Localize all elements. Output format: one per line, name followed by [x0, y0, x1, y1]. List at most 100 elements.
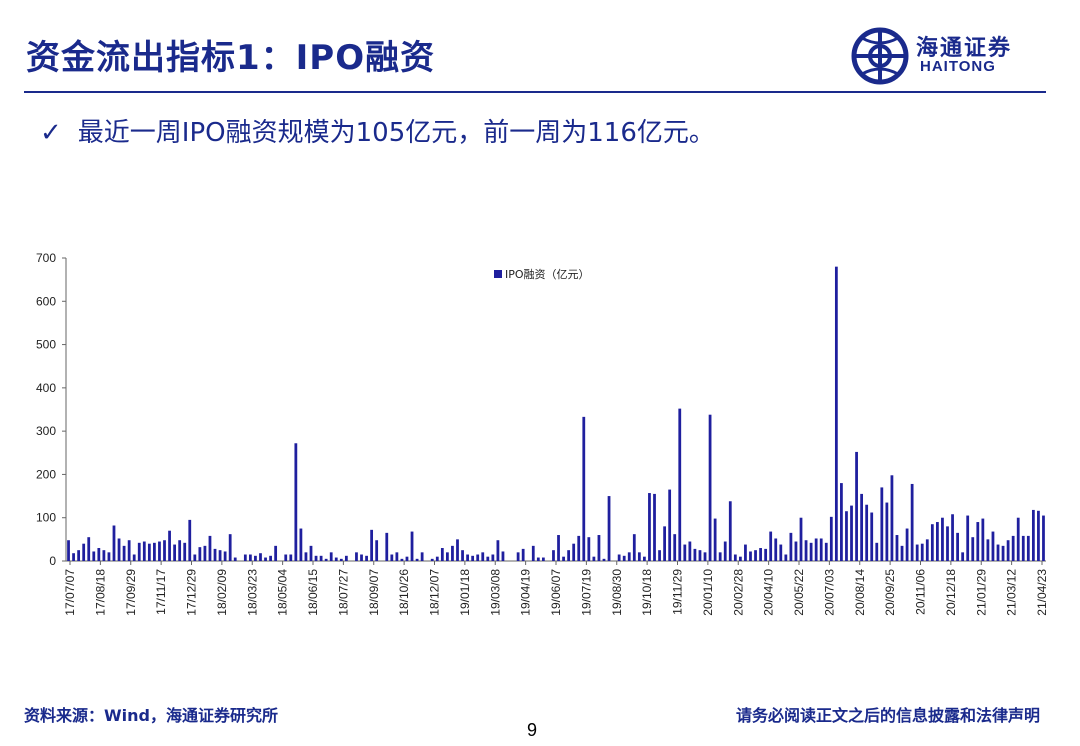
- bar: [703, 552, 707, 561]
- bar: [501, 551, 505, 561]
- bar: [223, 551, 227, 561]
- x-tick-label: 21/01/29: [974, 569, 988, 616]
- bar: [920, 543, 924, 561]
- bar: [713, 518, 717, 561]
- bar: [577, 535, 581, 561]
- bar: [365, 555, 368, 561]
- bar: [415, 558, 419, 561]
- bar: [536, 557, 540, 561]
- bar: [819, 538, 823, 561]
- bar: [183, 542, 187, 561]
- x-tick-label: 19/10/18: [640, 569, 654, 616]
- x-tick-label: 18/12/07: [428, 569, 442, 616]
- bar: [102, 550, 106, 561]
- bar: [451, 545, 454, 561]
- bar: [860, 493, 864, 561]
- bar: [784, 554, 788, 561]
- bar: [910, 483, 914, 561]
- bar: [158, 541, 161, 561]
- bar: [264, 557, 267, 561]
- bar: [370, 529, 374, 561]
- x-tick-label: 19/04/19: [519, 569, 533, 616]
- bar: [218, 550, 222, 561]
- bar: [991, 531, 995, 561]
- bar: [355, 552, 358, 561]
- bar: [824, 542, 828, 561]
- x-tick-label: 20/12/18: [944, 569, 958, 616]
- bar: [127, 540, 131, 561]
- disclaimer-note: 请务必阅读正文之后的信息披露和法律声明: [735, 706, 1040, 725]
- bar: [779, 544, 783, 561]
- bar: [67, 540, 70, 561]
- bar: [925, 539, 929, 561]
- bar: [1042, 515, 1045, 561]
- bar: [905, 528, 909, 561]
- x-tick-label: 17/09/29: [124, 569, 138, 616]
- bar: [193, 554, 197, 561]
- bar: [344, 555, 348, 561]
- x-tick-label: 19/11/29: [671, 569, 685, 615]
- x-tick-label: 19/06/07: [549, 569, 563, 616]
- bar: [274, 545, 278, 561]
- bar: [764, 548, 768, 561]
- bar: [208, 535, 212, 561]
- bar: [855, 451, 858, 561]
- bar: [248, 554, 252, 561]
- bar: [541, 557, 545, 561]
- bar: [481, 552, 485, 561]
- logo-chinese-name: 海通证券: [916, 35, 1013, 61]
- x-tick-label: 19/01/18: [458, 569, 472, 616]
- x-tick-label: 20/05/22: [792, 569, 806, 616]
- bar: [147, 543, 151, 561]
- bar: [895, 535, 899, 561]
- x-tick-label: 17/12/29: [185, 569, 199, 616]
- page-number: 9: [527, 720, 538, 740]
- bar: [430, 558, 434, 561]
- summary-text: 最近一周IPO融资规模为105亿元，前一周为116亿元。: [77, 118, 715, 148]
- bar: [981, 518, 985, 561]
- bar: [339, 558, 343, 561]
- bar: [804, 540, 808, 561]
- legend-swatch: [494, 270, 502, 278]
- checkmark-icon: ✓: [40, 118, 62, 148]
- bar: [1026, 535, 1030, 561]
- bar: [956, 532, 959, 561]
- x-tick-label: 18/06/15: [306, 569, 320, 616]
- bar: [658, 550, 661, 561]
- bar: [304, 552, 308, 561]
- x-tick-label: 20/04/10: [762, 569, 776, 616]
- bar: [627, 552, 631, 561]
- bar: [375, 540, 379, 561]
- bar: [153, 542, 156, 561]
- bar: [592, 556, 596, 561]
- x-tick-label: 20/02/28: [731, 569, 745, 616]
- x-tick-label: 20/08/14: [853, 569, 867, 616]
- bar: [188, 519, 192, 561]
- bar: [941, 517, 944, 561]
- bar: [1037, 510, 1040, 561]
- bar: [794, 541, 798, 561]
- bar: [668, 489, 672, 561]
- bar: [87, 537, 91, 561]
- bar: [693, 548, 697, 561]
- bar: [698, 550, 702, 561]
- bar: [738, 556, 742, 561]
- bar: [728, 501, 732, 561]
- x-tick-label: 17/07/07: [63, 569, 77, 616]
- bar: [466, 554, 469, 561]
- bar: [132, 554, 136, 561]
- bar: [607, 496, 611, 561]
- bar: [72, 553, 75, 561]
- bar: [92, 551, 96, 561]
- bar: [567, 550, 571, 561]
- x-tick-label: 19/07/19: [579, 569, 593, 616]
- bar: [744, 544, 747, 561]
- bar: [82, 543, 86, 561]
- bar: [845, 511, 848, 561]
- bar: [754, 550, 757, 561]
- bar: [799, 517, 803, 561]
- bar: [663, 526, 666, 561]
- bar: [491, 554, 495, 561]
- bar: [966, 515, 970, 561]
